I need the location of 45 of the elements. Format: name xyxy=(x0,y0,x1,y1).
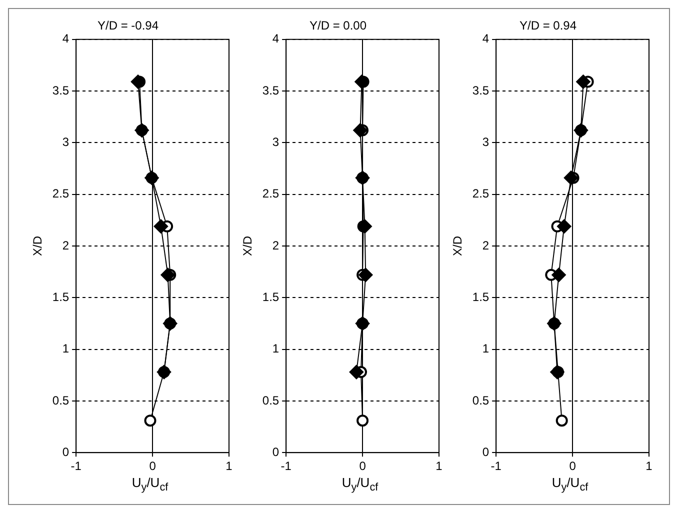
y-tick-label: 4 xyxy=(272,32,280,46)
x-axis-title: U$_{y}$/U$_{cf}$ xyxy=(340,475,380,494)
y-tick-label: 3 xyxy=(482,135,490,150)
y-tick-label: 2.5 xyxy=(262,186,280,201)
y-tick-label: 3 xyxy=(272,135,280,150)
y-tick-label: 1.5 xyxy=(472,290,490,304)
y-tick-label: 2.5 xyxy=(52,186,70,201)
y-tick-label: 0.5 xyxy=(262,393,280,408)
y-tick-label: 2 xyxy=(62,238,70,252)
y-tick-label: 0 xyxy=(272,444,280,459)
y-tick-label: 0.5 xyxy=(52,393,70,408)
chart-title: Y/D = -0.94 xyxy=(97,18,159,33)
x-axis-title: U$_{y}$/U$_{cf}$ xyxy=(130,475,170,494)
y-tick-label: 0 xyxy=(62,444,70,459)
y-tick-label: 3.5 xyxy=(472,83,490,98)
x-tick-label: 1 xyxy=(226,459,233,474)
x-tick-label: -1 xyxy=(280,459,292,474)
x-tick-label: 0 xyxy=(569,459,576,474)
y-tick-label: 4 xyxy=(62,32,70,46)
y-tick-label: 1 xyxy=(62,342,70,356)
x-tick-label: 1 xyxy=(646,459,653,474)
y-tick-label: 1.5 xyxy=(262,290,280,304)
y-tick-label: 2.5 xyxy=(472,186,490,201)
y-axis-title: X/D xyxy=(450,236,465,256)
y-tick-label: 4 xyxy=(482,32,490,46)
y-tick-label: 0 xyxy=(482,444,490,459)
chart-title: Y/D = 0.00 xyxy=(309,18,367,33)
y-tick-label: 3 xyxy=(62,135,70,150)
y-axis-title: X/D xyxy=(30,236,45,256)
x-axis-title: U$_{y}$/U$_{cf}$ xyxy=(550,475,590,494)
chart-title: Y/D = 0.94 xyxy=(519,18,577,33)
y-tick-label: 0.5 xyxy=(472,393,490,408)
y-tick-label: 2 xyxy=(272,238,280,252)
y-tick-label: 1 xyxy=(482,342,490,356)
y-tick-label: 1.5 xyxy=(52,290,70,304)
x-tick-label: -1 xyxy=(70,459,82,474)
y-tick-label: 3.5 xyxy=(262,83,280,98)
y-tick-label: 3.5 xyxy=(52,83,70,98)
y-axis-title: X/D xyxy=(240,236,255,256)
x-tick-label: 0 xyxy=(359,459,366,474)
y-tick-label: 2 xyxy=(482,238,490,252)
x-tick-label: 1 xyxy=(436,459,443,474)
y-tick-label: 1 xyxy=(272,342,280,356)
x-tick-label: 0 xyxy=(149,459,156,474)
x-tick-label: -1 xyxy=(490,459,502,474)
